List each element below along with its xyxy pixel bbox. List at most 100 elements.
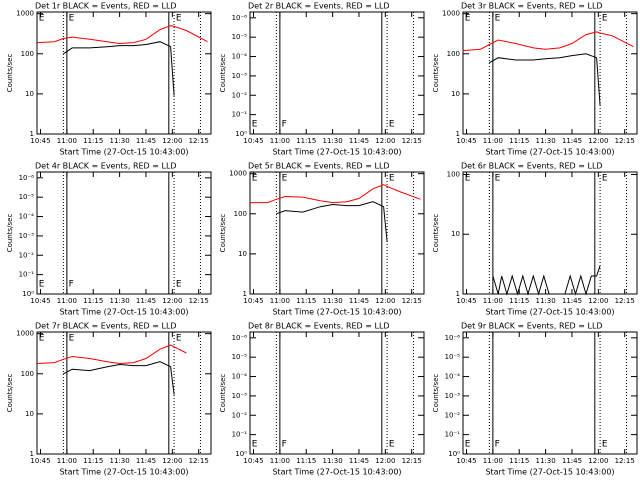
flag-label: E [389,440,395,450]
y-tick-label: 100 [234,210,247,218]
x-tick-label: 11:00 [270,457,290,465]
y-tick-label: 10 [451,90,460,98]
y-tick-label: 10⁻⁵ [232,353,248,361]
flag-label: F [282,440,287,450]
x-tick-label: 10:45 [243,457,263,465]
y-tick-label: 10⁻¹ [19,271,35,279]
plot-frame [462,331,638,455]
x-tick-label: 10:45 [456,297,476,305]
series-line [492,265,601,296]
flag-label: E [39,14,45,24]
flag-label: F [282,120,287,130]
x-tick-label: 11:45 [136,137,156,145]
x-axis-label: Start Time (27-Oct-15 10:43:00) [59,308,188,317]
x-tick-label: 11:15 [83,457,103,465]
flag-label: E [39,334,45,344]
y-axis-label: Counts/sec [432,374,440,413]
plot-frame [36,171,212,295]
plot-frame [249,171,425,295]
x-axis-label: Start Time (27-Oct-15 10:43:00) [272,468,401,477]
series-line [63,361,175,395]
y-tick-label: 10⁻³ [19,232,35,240]
y-tick-label: 1 [456,130,460,138]
x-tick-label: 11:30 [110,457,130,465]
panel-title: Det 6r BLACK = Events, RED = LLD [461,162,603,171]
x-tick-label: 11:00 [57,297,77,305]
x-axis-label: Start Time (27-Oct-15 10:43:00) [272,148,401,157]
x-axis-label: Start Time (27-Oct-15 10:43:00) [485,148,614,157]
x-axis-label: Start Time (27-Oct-15 10:43:00) [272,308,401,317]
x-tick-label: 11:45 [562,297,582,305]
y-tick-label: 10 [451,230,460,238]
flag-label: F [69,280,74,290]
x-tick-label: 11:00 [483,457,503,465]
x-tick-label: 11:00 [270,137,290,145]
flag-label: E [176,14,182,24]
x-tick-label: 10:45 [456,457,476,465]
y-tick-label: 10⁻³ [232,392,248,400]
x-tick-label: 11:15 [83,137,103,145]
y-tick-label: 1 [30,450,34,458]
y-tick-label: 10⁰ [235,130,247,138]
x-tick-label: 11:45 [562,137,582,145]
y-tick-label: 10⁻⁴ [19,213,35,221]
x-axis-label: Start Time (27-Oct-15 10:43:00) [59,468,188,477]
panel-title: Det 4r BLACK = Events, RED = LLD [35,162,177,171]
x-axis-label: Start Time (27-Oct-15 10:43:00) [485,468,614,477]
y-tick-label: 10⁻² [232,91,248,99]
x-tick-label: 12:15 [402,137,422,145]
flag-label: E [495,174,501,184]
y-axis-label: Counts/sec [432,54,440,93]
panel-title: Det 3r BLACK = Events, RED = LLD [461,2,603,11]
y-tick-label: 10⁰ [22,290,34,298]
x-tick-label: 12:00 [588,137,608,145]
y-tick-label: 10⁻⁶ [19,174,35,182]
series-line [36,344,187,365]
x-tick-label: 11:15 [509,297,529,305]
plot-frame [36,11,212,135]
x-tick-label: 11:00 [270,297,290,305]
x-tick-label: 11:45 [562,457,582,465]
y-axis-label: Counts/sec [432,214,440,253]
x-tick-label: 12:15 [402,297,422,305]
panel-title: Det 5r BLACK = Events, RED = LLD [248,162,390,171]
x-tick-label: 11:30 [536,457,556,465]
series-line [36,25,208,45]
y-tick-label: 1 [243,290,247,298]
x-tick-label: 11:15 [296,297,316,305]
y-tick-label: 10⁻³ [445,392,461,400]
x-tick-label: 11:30 [110,137,130,145]
y-axis-label: Counts/sec [219,214,227,253]
flag-label: E [69,14,75,24]
x-tick-label: 11:30 [536,137,556,145]
x-tick-label: 11:45 [136,457,156,465]
x-axis-label: Start Time (27-Oct-15 10:43:00) [59,148,188,157]
x-tick-label: 10:45 [30,457,50,465]
x-tick-label: 10:45 [243,297,263,305]
flag-label: E [252,174,258,184]
panel-title: Det 7r BLACK = Events, RED = LLD [35,322,177,331]
flag-label: E [389,120,395,130]
panel-title: Det 2r BLACK = Events, RED = LLD [248,2,390,11]
y-tick-label: 10⁻⁵ [19,193,35,201]
y-tick-label: 1 [30,130,34,138]
y-tick-label: 10⁻⁶ [232,334,248,342]
x-tick-label: 11:15 [509,457,529,465]
y-tick-label: 10 [238,250,247,258]
x-tick-label: 12:15 [189,297,209,305]
series-line [63,41,175,96]
x-tick-label: 11:00 [483,137,503,145]
y-tick-label: 100 [21,370,34,378]
x-tick-label: 12:15 [189,137,209,145]
x-tick-label: 11:45 [136,297,156,305]
series-line [489,53,601,107]
flag-label: E [602,14,608,24]
y-tick-label: 10⁻³ [232,72,248,80]
y-tick-label: 10⁻⁵ [232,33,248,41]
y-tick-label: 10⁻⁴ [445,373,461,381]
x-tick-label: 11:30 [536,297,556,305]
x-tick-label: 11:15 [83,297,103,305]
x-tick-label: 12:00 [588,457,608,465]
flag-label: F [495,440,500,450]
